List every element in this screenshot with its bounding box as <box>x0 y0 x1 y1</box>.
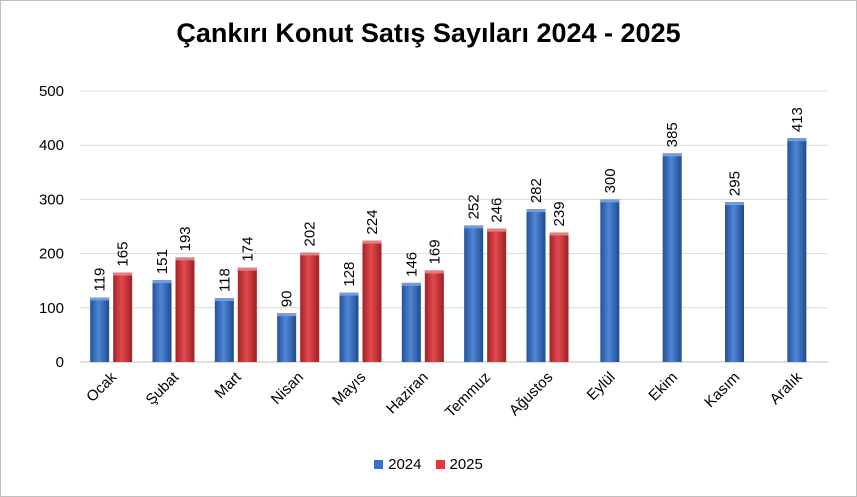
legend-label-2025: 2025 <box>449 456 483 473</box>
x-tick-label: Temmuz <box>442 369 494 421</box>
y-tick-label: 200 <box>39 246 64 263</box>
bar-cap <box>401 282 421 286</box>
legend-item-2025: 2025 <box>435 456 483 473</box>
bar-2025-ocak <box>113 272 133 362</box>
bar-cap <box>464 225 484 229</box>
data-label: 295 <box>727 171 744 196</box>
x-tick-label: Ocak <box>83 368 120 405</box>
bar-2025-haziran <box>424 270 444 362</box>
bar-cap <box>339 292 359 296</box>
bars <box>90 138 807 362</box>
data-label: 174 <box>239 237 256 262</box>
x-tick-label: Eylül <box>584 369 619 404</box>
grid-lines <box>80 90 828 363</box>
x-tick-label: Mayıs <box>329 369 369 409</box>
bar-2024-nisan <box>277 313 297 362</box>
bar-2024-şubat <box>152 280 172 362</box>
data-label: 151 <box>154 249 171 274</box>
data-label: 385 <box>664 122 681 147</box>
bar-2024-kasım <box>725 202 744 362</box>
bar-2024-mayıs <box>339 292 359 362</box>
data-label: 128 <box>341 262 358 287</box>
data-label: 193 <box>177 226 194 251</box>
bar-2025-nisan <box>300 252 320 362</box>
bar-cap <box>277 313 297 317</box>
bar-cap <box>113 272 133 276</box>
bar-2025-temmuz <box>487 228 507 362</box>
y-tick-label: 500 <box>39 83 64 100</box>
bar-2024-eylül <box>600 199 620 362</box>
x-tick-label: Mart <box>211 368 245 402</box>
bar-2025-mart <box>237 267 257 362</box>
data-label: 146 <box>403 252 420 277</box>
x-tick-label: Ağustos <box>506 369 556 419</box>
data-label: 169 <box>426 239 443 264</box>
bar-cap <box>214 298 234 302</box>
y-tick-label: 400 <box>39 137 64 154</box>
data-label: 282 <box>528 178 545 203</box>
y-tick-label: 100 <box>39 300 64 317</box>
x-tick-label: Aralık <box>767 368 806 407</box>
x-axis-ticks: Ocak Şubat Mart Nisan Mayıs Haziran Temmuz Ağus… <box>83 368 806 421</box>
data-label: 239 <box>551 201 568 226</box>
bar-2025-mayıs <box>362 240 382 362</box>
data-label: 413 <box>789 107 806 132</box>
data-label: 90 <box>279 291 296 308</box>
legend-label-2024: 2024 <box>388 456 422 473</box>
data-labels: 119 165 151 193 118 174 90 202 128 224 146 169 252 24… <box>92 107 806 307</box>
bar-cap <box>526 209 546 213</box>
legend: 2024 2025 <box>0 456 857 473</box>
bar-2025-ağustos <box>549 232 569 362</box>
bar-cap <box>487 228 507 232</box>
bar-2024-aralık <box>787 138 807 362</box>
legend-item-2024: 2024 <box>374 456 422 473</box>
data-label: 165 <box>115 242 132 267</box>
y-axis-ticks: 0 100 200 300 400 500 <box>39 83 64 371</box>
bar-cap <box>787 138 807 142</box>
x-tick-label: Nisan <box>268 369 307 408</box>
x-tick-label: Şubat <box>143 368 183 408</box>
data-label: 118 <box>216 268 233 292</box>
legend-swatch-2025 <box>435 460 445 469</box>
data-label: 246 <box>489 198 506 223</box>
bar-cap <box>549 232 569 236</box>
bar-cap <box>175 257 195 261</box>
bar-cap <box>237 267 257 271</box>
x-tick-label: Ekim <box>645 369 681 405</box>
x-tick-label: Haziran <box>383 369 432 418</box>
bar-cap <box>300 252 320 256</box>
data-label: 252 <box>466 194 483 219</box>
bar-cap <box>362 240 382 244</box>
bar-2024-haziran <box>401 282 421 362</box>
chart-title: Çankırı Konut Satış Sayıları 2024 - 2025 <box>176 18 681 48</box>
bar-2024-ekim <box>662 153 682 362</box>
bar-cap <box>90 297 110 301</box>
bar-cap <box>725 202 744 206</box>
legend-swatch-2024 <box>374 460 384 469</box>
data-label: 119 <box>92 268 109 292</box>
data-label: 300 <box>602 168 619 193</box>
y-tick-label: 300 <box>39 191 64 208</box>
bar-cap <box>424 270 444 274</box>
bar-cap <box>600 199 620 203</box>
y-tick-label: 0 <box>56 354 64 371</box>
x-tick-label: Kasım <box>701 369 743 411</box>
bar-cap <box>662 153 682 157</box>
bar-2024-ocak <box>90 297 110 362</box>
bar-2024-mart <box>214 298 234 362</box>
bar-cap <box>152 280 172 284</box>
bar-2024-ağustos <box>526 209 546 362</box>
bar-2025-şubat <box>175 257 195 362</box>
bar-2024-temmuz <box>464 225 484 362</box>
data-label: 202 <box>302 221 319 246</box>
data-label: 224 <box>364 210 381 235</box>
